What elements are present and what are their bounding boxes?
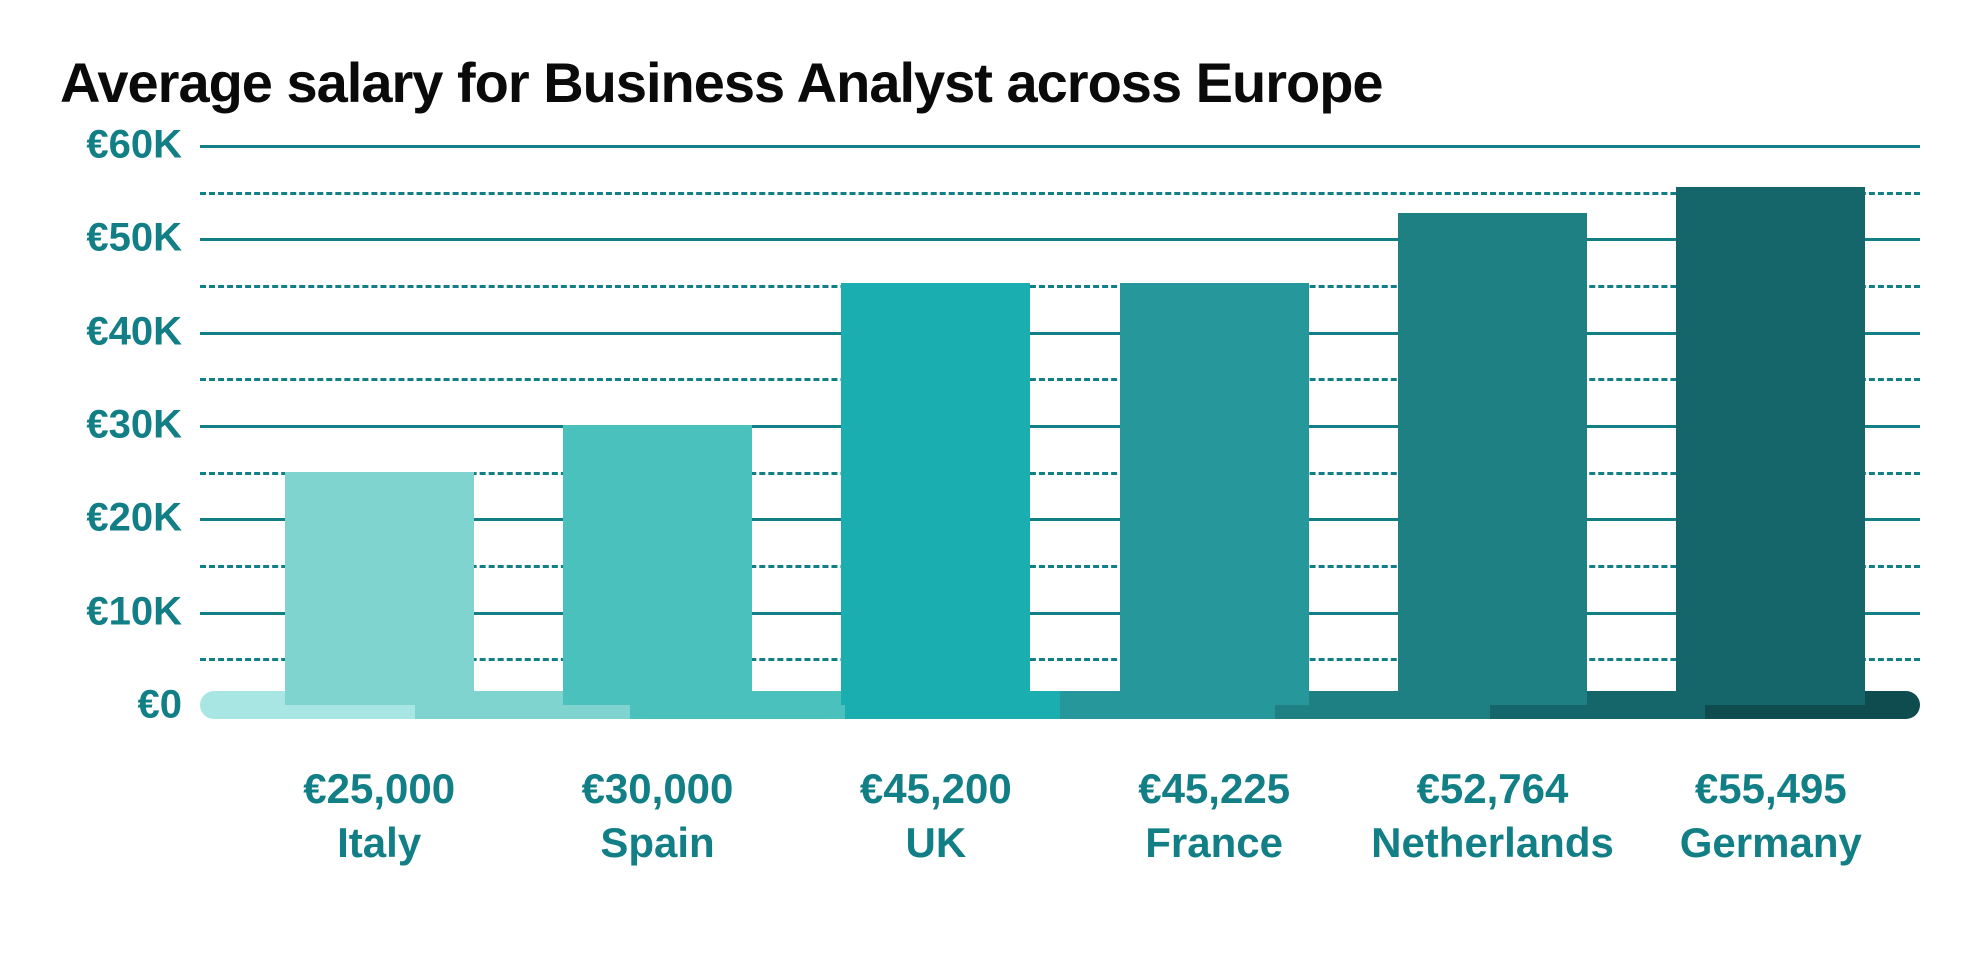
chart-title: Average salary for Business Analyst acro… <box>60 50 1920 115</box>
x-label: €52,764 Netherlands <box>1353 765 1631 867</box>
bar <box>1676 187 1865 705</box>
bar-value-label: €25,000 <box>240 765 518 813</box>
bars-layer <box>200 145 1920 705</box>
plot-area <box>200 145 1920 705</box>
x-label: €30,000 Spain <box>518 765 796 867</box>
bar-value-label: €45,200 <box>797 765 1075 813</box>
bar-value-label: €45,225 <box>1075 765 1353 813</box>
bar-slot <box>1632 145 1910 705</box>
bar-value-label: €52,764 <box>1353 765 1631 813</box>
bar <box>1120 283 1309 705</box>
y-tick-label: €60K <box>86 123 182 168</box>
bar-category-label: Netherlands <box>1353 819 1631 867</box>
bar-value-label: €30,000 <box>518 765 796 813</box>
plot-row: €60K€50K€40K€30K€20K€10K€0 <box>60 145 1920 705</box>
bar <box>563 425 752 705</box>
bar-category-label: UK <box>797 819 1075 867</box>
bar-value-label: €55,495 <box>1632 765 1910 813</box>
bar <box>285 472 474 705</box>
bar-slot <box>797 145 1075 705</box>
x-label: €25,000 Italy <box>240 765 518 867</box>
bar-slot <box>240 145 518 705</box>
y-tick-label: €20K <box>86 496 182 541</box>
x-label: €45,225 France <box>1075 765 1353 867</box>
bar-slot <box>1075 145 1353 705</box>
bar-category-label: France <box>1075 819 1353 867</box>
bar-slot <box>518 145 796 705</box>
y-tick-label: €30K <box>86 403 182 448</box>
x-axis-labels: €25,000 Italy€30,000 Spain€45,200 UK€45,225… <box>200 765 1920 867</box>
y-tick-label: €10K <box>86 589 182 634</box>
x-label: €45,200 UK <box>797 765 1075 867</box>
bar-category-label: Italy <box>240 819 518 867</box>
bar <box>1398 213 1587 705</box>
salary-bar-chart: Average salary for Business Analyst acro… <box>60 50 1920 867</box>
y-tick-label: €40K <box>86 309 182 354</box>
y-tick-label: €0 <box>138 683 183 728</box>
bar-category-label: Germany <box>1632 819 1910 867</box>
y-tick-label: €50K <box>86 216 182 261</box>
bar-slot <box>1353 145 1631 705</box>
bar-category-label: Spain <box>518 819 796 867</box>
bar <box>841 283 1030 705</box>
y-axis: €60K€50K€40K€30K€20K€10K€0 <box>60 145 200 705</box>
x-label: €55,495 Germany <box>1632 765 1910 867</box>
